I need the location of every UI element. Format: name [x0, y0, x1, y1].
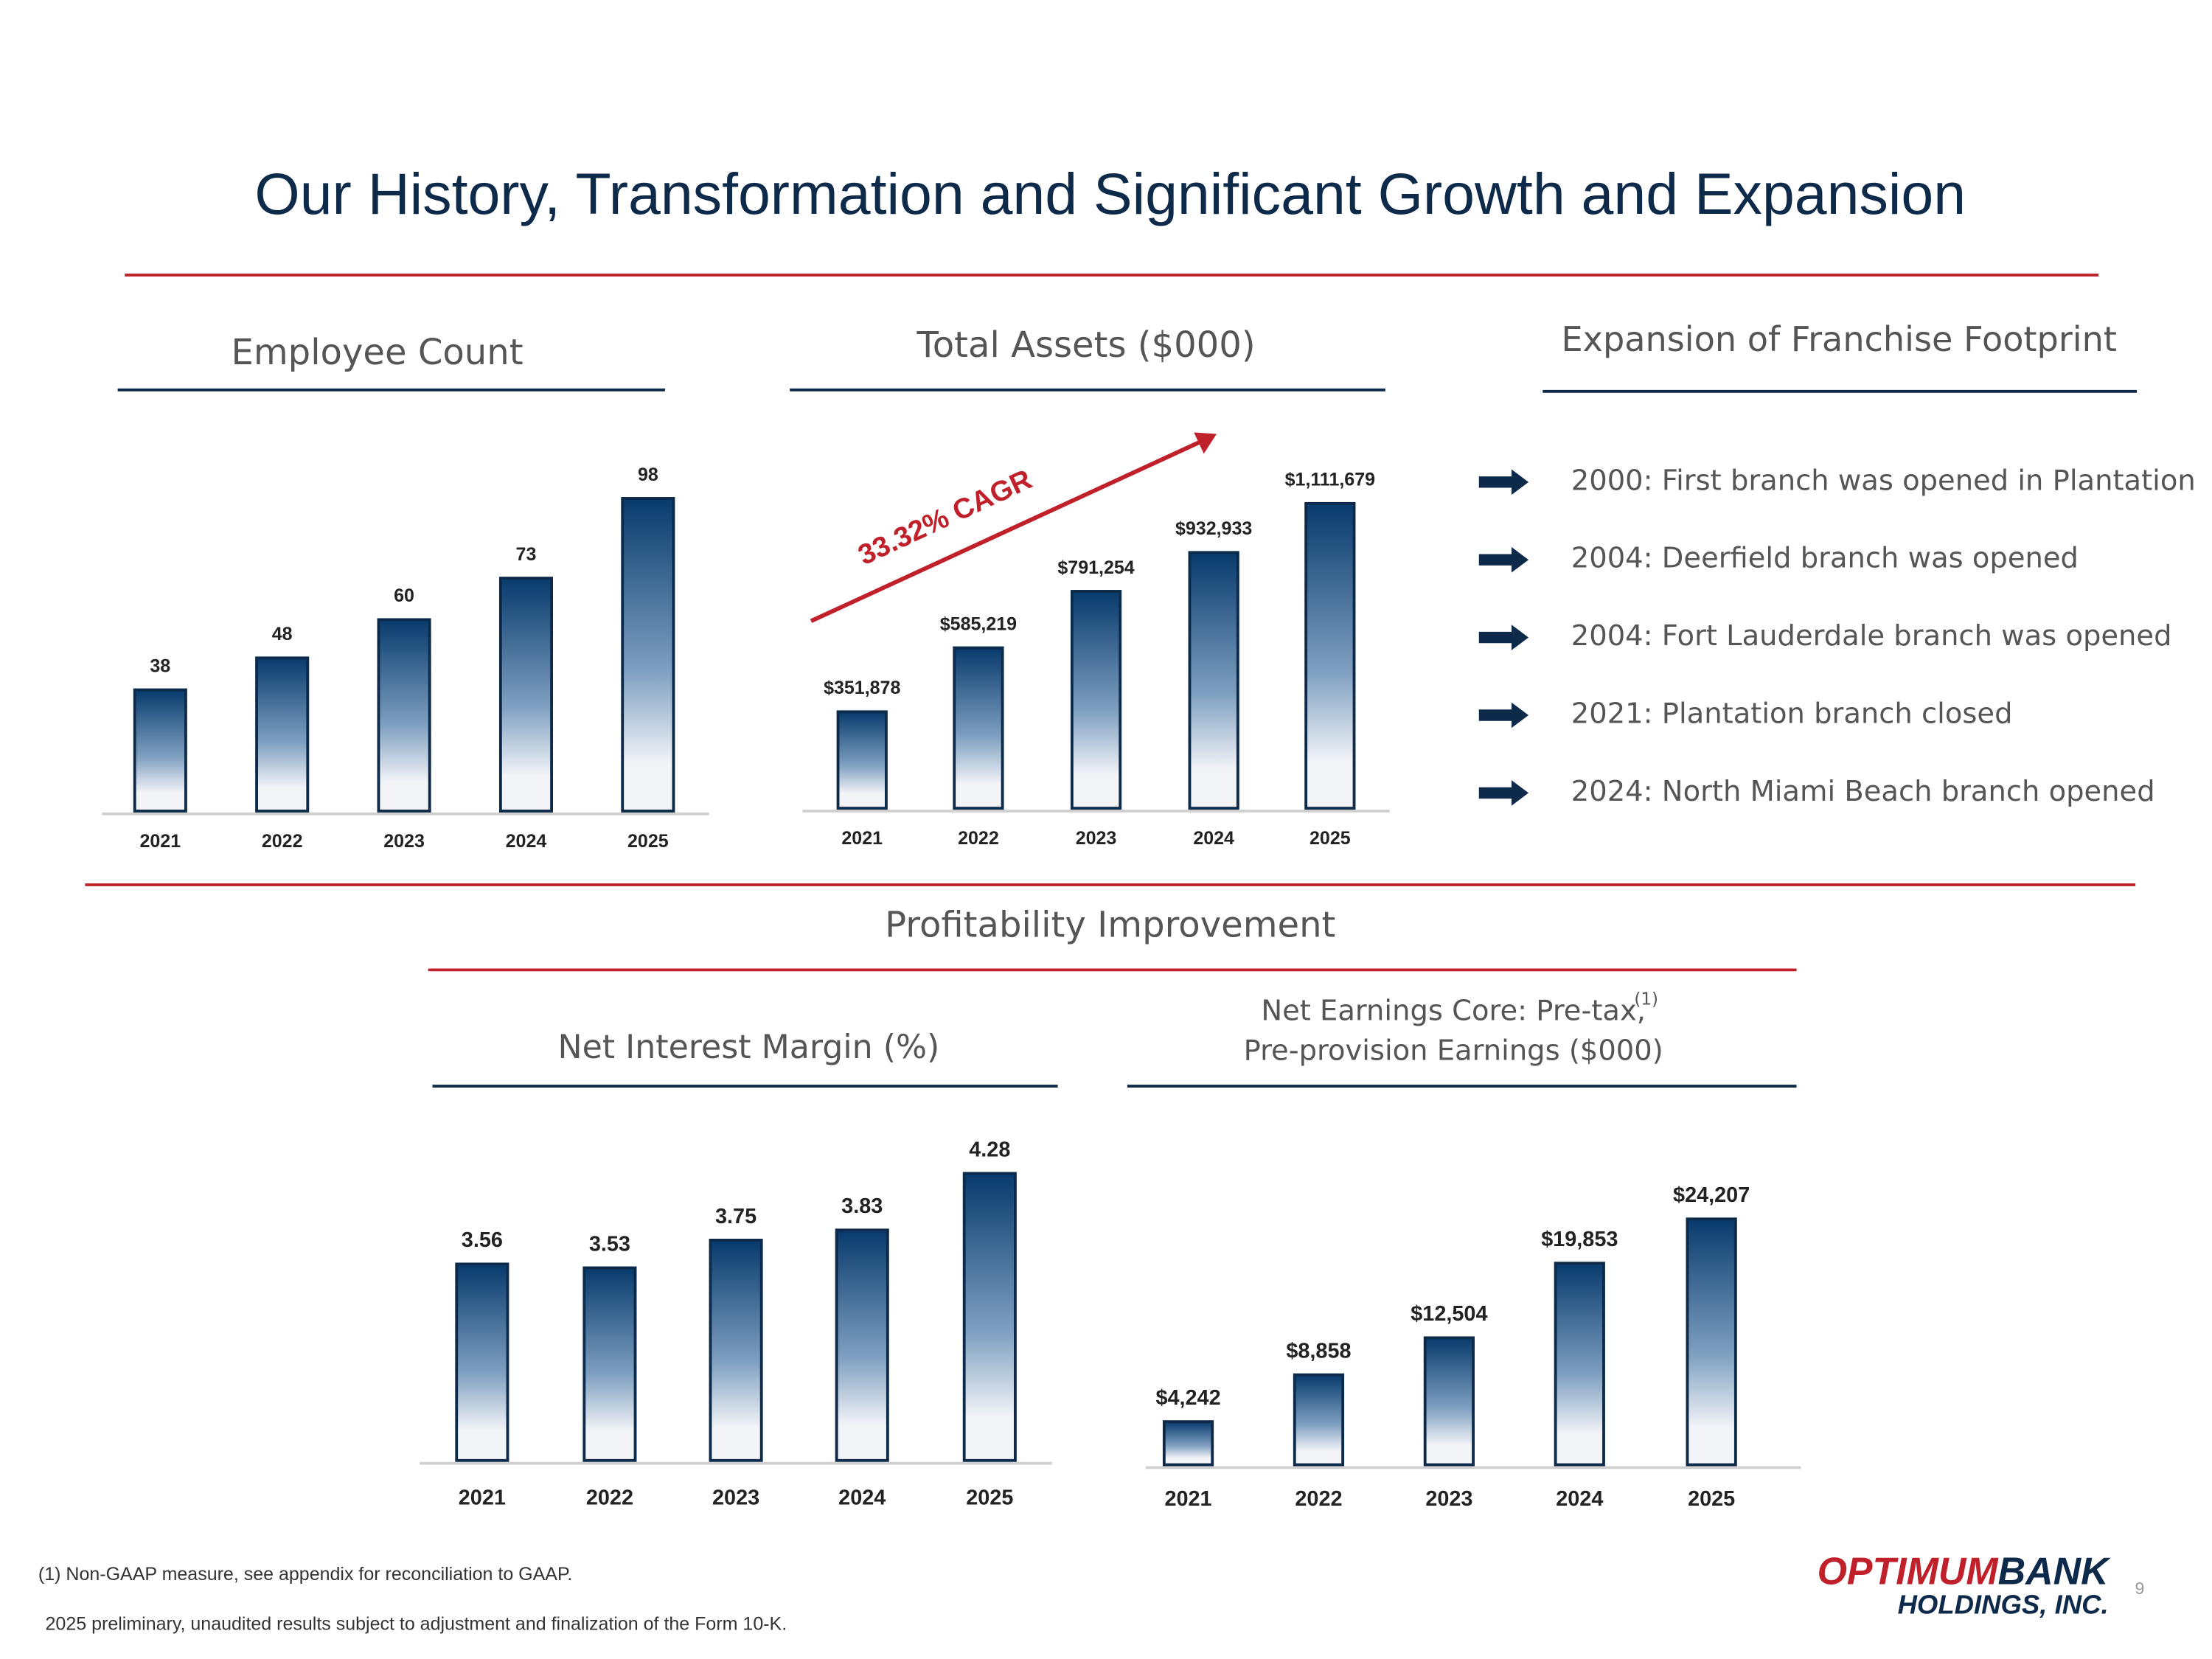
bar	[377, 618, 431, 813]
bar	[1686, 1217, 1737, 1467]
x-tick-label: 2023	[712, 1486, 759, 1509]
x-tick-label: 2025	[966, 1486, 1013, 1509]
data-label: 38	[150, 655, 170, 676]
data-label: $585,219	[940, 613, 1017, 634]
bar	[455, 1262, 509, 1462]
bar	[962, 1172, 1017, 1462]
bar	[133, 688, 187, 813]
logo-part: OPTIMUM	[1818, 1550, 2000, 1593]
logo-subtitle: HOLDINGS, INC.	[1898, 1590, 2109, 1620]
x-tick-label: 2021	[841, 828, 883, 849]
x-tick-label: 2022	[958, 828, 999, 849]
x-tick-label: 2023	[1425, 1487, 1472, 1511]
data-label: $19,853	[1541, 1228, 1618, 1251]
bar	[582, 1266, 637, 1462]
slide-title: Our History, Transformation and Signific…	[254, 161, 1966, 226]
x-tick-label: 2022	[586, 1486, 633, 1509]
arrow-icon	[1478, 546, 1529, 573]
footprint-title: Expansion of Franchise Footprint	[1561, 319, 2116, 359]
x-tick-label: 2022	[262, 831, 303, 852]
data-label: $4,242	[1155, 1386, 1220, 1410]
footnote: (1) Non-GAAP measure, see appendix for r…	[38, 1564, 572, 1585]
bar	[1304, 501, 1356, 810]
x-tick-label: 2021	[459, 1486, 506, 1509]
bar	[255, 656, 310, 813]
bar	[1554, 1262, 1605, 1467]
data-label: 3.56	[462, 1228, 503, 1252]
chart-title: Employee Count	[232, 332, 524, 373]
bar	[709, 1238, 763, 1462]
footprint-item: 2021: Plantation branch closed	[1571, 698, 2013, 731]
x-tick-label: 2022	[1295, 1487, 1342, 1511]
x-tick-label: 2021	[1164, 1487, 1211, 1511]
data-label: 98	[638, 465, 658, 485]
x-tick-label: 2024	[1556, 1487, 1603, 1511]
data-label: 4.28	[969, 1138, 1010, 1161]
section-title: Profitability Improvement	[885, 905, 1335, 946]
x-tick-label: 2024	[838, 1486, 886, 1509]
data-label: $24,207	[1673, 1183, 1750, 1207]
data-label: 3.53	[589, 1232, 630, 1256]
bar	[1423, 1336, 1475, 1467]
arrow-icon	[1478, 780, 1529, 806]
data-label: 73	[516, 544, 537, 565]
data-label: $8,858	[1286, 1339, 1351, 1363]
footnote: 2025 preliminary, unaudited results subj…	[46, 1613, 787, 1634]
page-number: 9	[2135, 1579, 2145, 1598]
bar	[953, 646, 1004, 810]
x-tick-label: 2021	[139, 831, 181, 852]
x-tick-label: 2025	[627, 831, 669, 852]
data-label: $932,933	[1175, 518, 1252, 539]
data-label: $1,111,679	[1285, 470, 1375, 490]
footprint-item: 2004: Fort Lauderdale branch was opened	[1571, 619, 2172, 653]
data-label: 3.83	[841, 1194, 883, 1218]
x-tick-label: 2025	[1688, 1487, 1735, 1511]
bar	[1070, 590, 1122, 810]
data-label: $351,878	[824, 678, 900, 698]
footprint-item: 2004: Deerfield branch was opened	[1571, 542, 2079, 575]
arrow-icon	[1478, 469, 1529, 495]
footprint-item: 2000: First branch was opened in Plantat…	[1571, 464, 2196, 497]
logo-part: BANK	[1998, 1550, 2111, 1593]
bar	[498, 577, 553, 813]
annotation-arrow	[810, 437, 1206, 623]
x-tick-label: 2024	[1193, 828, 1234, 849]
data-label: $12,504	[1411, 1302, 1487, 1326]
bar	[1162, 1420, 1214, 1467]
annotation-arrowhead	[1194, 432, 1217, 454]
x-tick-label: 2025	[1310, 828, 1351, 849]
x-tick-label: 2023	[383, 831, 425, 852]
bar	[836, 710, 888, 810]
arrow-icon	[1478, 625, 1529, 650]
bar	[835, 1228, 889, 1462]
bar	[1188, 551, 1239, 810]
footprint-item: 2024: North Miami Beach branch opened	[1571, 775, 2155, 808]
chart-title: Pre-provision Earnings ($000)	[1244, 1034, 1663, 1067]
data-label: $791,254	[1057, 557, 1134, 578]
bar	[621, 497, 675, 813]
annotation: 33.32% CAGR	[853, 463, 1037, 571]
data-label: 3.75	[715, 1205, 757, 1228]
arrow-icon	[1478, 702, 1529, 728]
data-label: 60	[394, 585, 414, 606]
x-tick-label: 2024	[506, 831, 547, 852]
bar	[1293, 1373, 1345, 1467]
x-tick-label: 2023	[1076, 828, 1117, 849]
chart-title: Total Assets ($000)	[917, 324, 1256, 366]
data-label: 48	[272, 624, 293, 644]
logo: OPTIMUMBANK	[1818, 1550, 2112, 1593]
chart-title: Net Interest Margin (%)	[558, 1029, 940, 1066]
footnote-ref: (1)	[1634, 990, 1658, 1009]
chart-title: Net Earnings Core: Pre-tax,	[1261, 995, 1646, 1028]
